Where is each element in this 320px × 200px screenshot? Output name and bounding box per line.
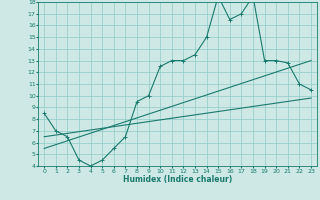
X-axis label: Humidex (Indice chaleur): Humidex (Indice chaleur)	[123, 175, 232, 184]
